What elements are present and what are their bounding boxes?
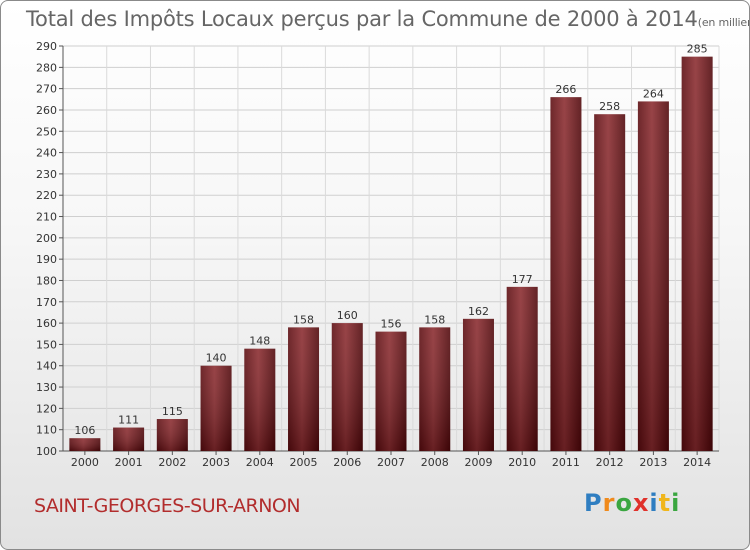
logo-letter: i: [671, 489, 681, 517]
x-tick-label: 2001: [115, 456, 143, 469]
x-tick-label: 2002: [158, 456, 186, 469]
label-layer: 106 111 115 140 148 158 160 156 158 162 177 266 258 2…: [74, 43, 707, 438]
logo-letter: o: [615, 489, 633, 517]
x-tick-label: 2005: [290, 456, 318, 469]
bar-layer: [69, 56, 713, 452]
bar-shade: [594, 114, 626, 452]
bar-shade: [113, 427, 145, 451]
bar-value-label: 162: [468, 305, 489, 318]
x-tick-label: 2008: [421, 456, 449, 469]
bar-value-label: 285: [687, 43, 708, 56]
bar-value-label: 160: [337, 309, 358, 322]
logo-letter: r: [602, 489, 616, 517]
y-tick-label: 230: [36, 168, 57, 181]
logo-letter: t: [658, 489, 672, 517]
bar-shade: [244, 348, 276, 451]
bar-shade: [69, 438, 101, 451]
y-tick-label: 280: [36, 61, 57, 74]
y-tick-label: 140: [36, 360, 57, 373]
y-tick-label: 290: [36, 40, 57, 53]
bar-shade: [419, 327, 451, 451]
bar-value-label: 264: [643, 87, 664, 100]
bar-shade: [637, 101, 669, 451]
x-tick-label: 2004: [246, 456, 274, 469]
bar-value-label: 266: [555, 83, 576, 96]
chart-unit: (en milliers d'€): [697, 16, 749, 29]
bar-shade: [550, 97, 582, 451]
y-tick-label: 200: [36, 232, 57, 245]
chart-title: Total des Impôts Locaux perçus par la Co…: [26, 7, 749, 31]
y-tick-label: 270: [36, 83, 57, 96]
x-tick-label: 2010: [508, 456, 536, 469]
x-tick-label: 2013: [639, 456, 667, 469]
y-tick-label: 240: [36, 147, 57, 160]
y-tick-label: 250: [36, 125, 57, 138]
bar-value-label: 158: [424, 313, 445, 326]
commune-name: SAINT-GEORGES-SUR-ARNON: [34, 495, 301, 517]
bar-shade: [681, 56, 713, 451]
x-tick-label: 2014: [683, 456, 711, 469]
x-tick-label: 2007: [377, 456, 405, 469]
logo-letter: x: [632, 489, 650, 517]
y-tick-label: 120: [36, 402, 57, 415]
x-tick-label: 2000: [71, 456, 99, 469]
logo-letter: i: [649, 489, 659, 517]
bar-shade: [288, 327, 320, 451]
y-tick-label: 210: [36, 211, 57, 224]
bar-shade: [462, 318, 494, 451]
logo-letter: P: [584, 489, 603, 517]
x-tick-label: 2006: [333, 456, 361, 469]
x-tick-label: 2011: [552, 456, 580, 469]
bar-value-label: 115: [162, 405, 183, 418]
bar-value-label: 106: [74, 424, 95, 437]
y-tick-label: 130: [36, 381, 57, 394]
bar-value-label: 258: [599, 100, 620, 113]
y-tick-label: 190: [36, 253, 57, 266]
bar-value-label: 111: [118, 414, 139, 427]
bar-shade: [375, 331, 407, 451]
x-tick-label: 2009: [464, 456, 492, 469]
y-tick-label: 100: [36, 445, 57, 458]
bar-shade: [506, 286, 538, 451]
y-tick-label: 170: [36, 296, 57, 309]
x-tick-label: 2012: [596, 456, 624, 469]
y-tick-label: 160: [36, 317, 57, 330]
bar-shade: [331, 323, 363, 451]
y-tick-label: 180: [36, 274, 57, 287]
bar-value-label: 140: [206, 352, 227, 365]
y-tick-label: 220: [36, 189, 57, 202]
y-tick-label: 110: [36, 424, 57, 437]
chart-title-text: Total des Impôts Locaux perçus par la Co…: [26, 7, 698, 31]
proxiti-logo[interactable]: Proxiti: [584, 489, 680, 517]
bar-shade: [156, 419, 188, 451]
bar-value-label: 156: [381, 318, 402, 331]
bar-value-label: 148: [249, 335, 270, 348]
bar-shade: [200, 365, 232, 451]
bar-value-label: 158: [293, 313, 314, 326]
y-tick-label: 260: [36, 104, 57, 117]
bar-value-label: 177: [512, 273, 533, 286]
x-tick-label: 2003: [202, 456, 230, 469]
y-tick-label: 150: [36, 338, 57, 351]
